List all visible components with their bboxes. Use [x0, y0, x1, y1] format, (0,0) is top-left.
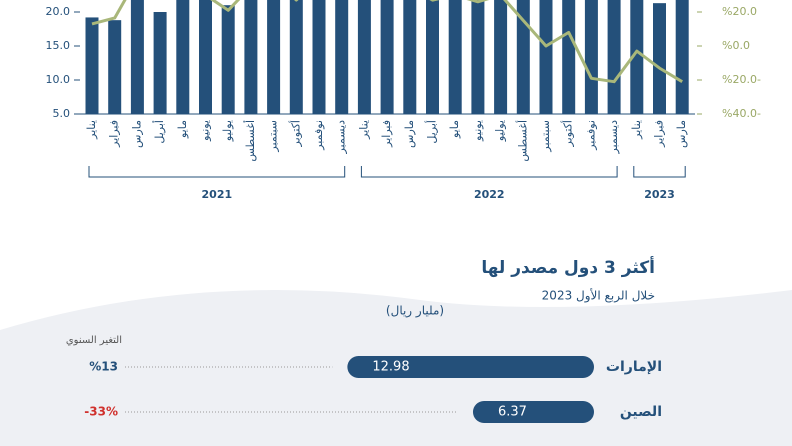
- line: [91, 0, 683, 84]
- subtitle: خلال الربع الأول 2023: [542, 288, 655, 304]
- bar: [267, 0, 281, 114]
- x-tick-label: أكتوبر: [288, 120, 302, 147]
- bar: [289, 0, 303, 114]
- bar: [130, 0, 144, 115]
- title: أكثر 3 دول مصدر لها: [481, 256, 655, 278]
- plot: [85, 0, 689, 115]
- hbar: [347, 356, 594, 378]
- bar: [199, 0, 212, 114]
- value-label: 6.37: [498, 405, 527, 420]
- bar: [244, 0, 258, 114]
- change-label: %13: [89, 360, 118, 374]
- y2-tick-label: %20.0: [722, 5, 757, 18]
- value-label: 12.98: [372, 360, 409, 375]
- year-label: 2021: [202, 188, 233, 201]
- bar: [584, 0, 598, 115]
- year-bracket: [360, 166, 618, 178]
- x-tick-label: فبراير: [108, 120, 121, 148]
- country-label: الإمارات: [606, 359, 662, 375]
- x-tick-label: مارس: [403, 120, 416, 148]
- change-label: -33%: [84, 405, 118, 419]
- year-label: 2023: [644, 188, 675, 201]
- bar: [176, 0, 190, 115]
- x-tick-label: مارس: [675, 120, 688, 148]
- country-label: الصين: [620, 404, 662, 420]
- x-tick-label: نوفمبر: [312, 120, 325, 151]
- y-tick-label: 5.0: [53, 107, 71, 120]
- bar: [630, 0, 644, 114]
- x-tick-label: يونيو: [199, 120, 212, 142]
- bar: [516, 0, 530, 114]
- x-tick-label: ديسمبر: [607, 120, 620, 155]
- x-tick-label: أغسطس: [243, 120, 257, 162]
- x-tick-label: سبتمبر: [267, 120, 280, 153]
- bar: [380, 0, 394, 115]
- x-tick-label: يوليو: [494, 120, 507, 142]
- x-tick-label: أبريل: [425, 120, 439, 144]
- bar: [153, 12, 167, 114]
- bar: [675, 0, 689, 114]
- x-tick-label: يونيو: [471, 120, 484, 142]
- bar: [357, 0, 371, 115]
- bar: [426, 0, 439, 115]
- x-tick-label: فبراير: [653, 120, 666, 148]
- x-tick-label: يناير: [85, 120, 98, 140]
- bar: [108, 20, 122, 114]
- x-tick-label: يناير: [357, 120, 370, 140]
- unit: (مليار ريال): [386, 304, 444, 319]
- bar: [403, 0, 417, 115]
- bar: [471, 0, 485, 115]
- x-tick-label: نوفمبر: [584, 120, 597, 151]
- bar: [607, 0, 621, 115]
- y-tick-label: 20.0: [46, 5, 71, 18]
- y2-tick-label: %0.0: [722, 39, 750, 52]
- x-tick-label: مايو: [448, 120, 461, 139]
- x-tick-label: أبريل: [152, 120, 166, 144]
- y-tick-label: 15.0: [46, 39, 71, 52]
- bar: [539, 0, 553, 115]
- x-tick-label: مارس: [130, 120, 143, 148]
- x-tick-label: يناير: [630, 120, 643, 140]
- y2-tick-label: %20.0-: [722, 73, 761, 86]
- y2-tick-label: %40.0-: [722, 107, 761, 120]
- x-tick-label: فبراير: [380, 120, 393, 148]
- x-tick-label: مايو: [176, 120, 189, 139]
- year-bracket: [88, 166, 346, 178]
- x-tick-label: أغسطس: [515, 120, 529, 162]
- x-tick-label: سبتمبر: [539, 120, 552, 153]
- bar: [562, 0, 576, 115]
- bar: [85, 17, 99, 114]
- change-header: التغير السنوي: [66, 335, 122, 346]
- x-tick-label: أكتوبر: [561, 120, 575, 147]
- bar: [312, 0, 326, 114]
- x-tick-label: ديسمبر: [335, 120, 348, 155]
- year-bracket: [633, 166, 686, 178]
- x-tick-label: يوليو: [221, 120, 234, 142]
- y-tick-label: 10.0: [46, 73, 71, 86]
- bar: [653, 3, 666, 114]
- bar: [221, 5, 235, 115]
- bar: [494, 0, 508, 115]
- bar: [335, 0, 349, 115]
- year-label: 2022: [474, 188, 505, 201]
- bar: [448, 0, 462, 114]
- hbar: [472, 401, 594, 423]
